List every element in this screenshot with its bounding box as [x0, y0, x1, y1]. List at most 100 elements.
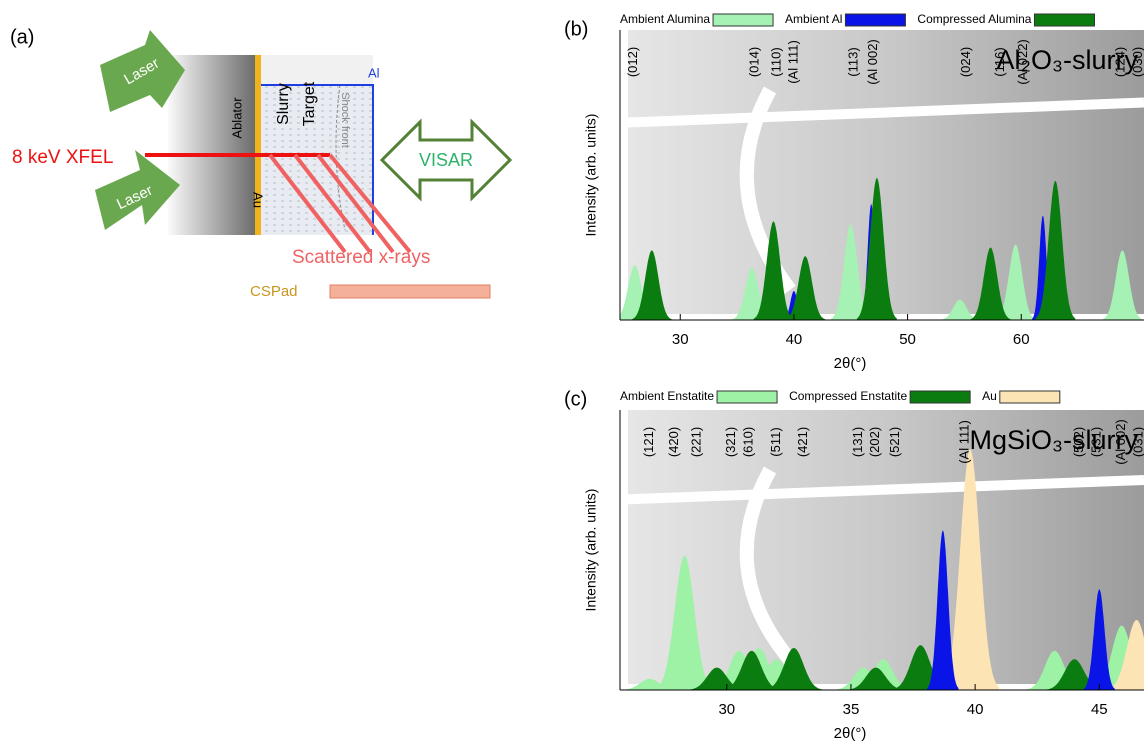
peak-label: (031): [1130, 427, 1144, 457]
peak-label: (014): [747, 47, 762, 77]
peak: [856, 177, 897, 320]
slurry-label: Slurry: [275, 83, 292, 125]
legend-label: Au: [982, 389, 997, 403]
legend-swatch: [1033, 13, 1095, 27]
legend-label: Ambient Al: [785, 12, 842, 26]
peak-label: (012): [625, 47, 640, 77]
image-gap: [620, 97, 1144, 128]
peak: [655, 555, 714, 690]
peak-label: (321): [723, 427, 738, 457]
x-tick-label: 40: [786, 331, 803, 348]
peak: [1035, 180, 1076, 320]
peak: [970, 247, 1011, 320]
peak: [1083, 589, 1115, 690]
image-gap: [620, 475, 1144, 505]
peak: [631, 250, 672, 320]
scattered-beams: [268, 153, 412, 254]
peak-label: (511): [768, 427, 783, 456]
panel-label: (a): [10, 26, 34, 48]
peak-label: (121): [641, 427, 656, 457]
visar-arrow: [379, 118, 513, 202]
peak: [927, 530, 959, 690]
peak: [1107, 620, 1144, 690]
peak-label: (202): [867, 427, 882, 457]
x-axis-label: 2θ(°): [834, 355, 867, 372]
cspad-detector: [329, 284, 491, 299]
legend-label: Ambient Alumina: [620, 12, 710, 26]
peak-label: (Al 002): [1113, 419, 1128, 465]
laser-arrow: [95, 150, 180, 230]
plot-area: [620, 410, 1144, 690]
peak: [620, 264, 655, 320]
peak-label: (521): [887, 427, 902, 457]
y-axis-label: Intensity (arb. units): [583, 114, 599, 237]
peak-label: (113): [846, 47, 861, 76]
x-tick-label: 45: [1091, 701, 1108, 718]
chart-title: Al₂O₃-slurry: [997, 45, 1139, 75]
plot-area: [620, 30, 1144, 320]
peak: [846, 667, 905, 690]
target-top: [261, 55, 373, 85]
peak: [830, 224, 871, 320]
ablator-block: [168, 55, 256, 235]
legend-swatch: [909, 390, 971, 404]
legend-swatch: [716, 390, 778, 404]
legend-swatch: [712, 13, 774, 27]
peak: [785, 256, 826, 320]
peak-label: (Al 111): [785, 40, 800, 84]
x-tick-label: 30: [718, 701, 735, 718]
peak-label: (124): [1113, 47, 1128, 77]
peak-label: (Al 111): [957, 420, 972, 464]
al-label: Al: [368, 65, 380, 80]
legend-swatch: [844, 13, 906, 27]
legend-label: Ambient Enstatite: [620, 389, 714, 403]
ablator-label: Ablator: [229, 97, 244, 139]
diffraction-image: [628, 410, 1144, 684]
peak-label: (Al 022): [1015, 39, 1030, 85]
peak: [687, 667, 746, 690]
shock-front-label: Shock front: [339, 92, 351, 148]
peak: [764, 648, 823, 690]
image-arc: [739, 466, 796, 665]
al-window: [261, 84, 374, 235]
peak-label: (131): [850, 427, 865, 457]
xfel-label: 8 keV XFEL: [12, 147, 113, 168]
x-tick-label: 60: [1013, 331, 1030, 348]
scattered-label: Scattered x-rays: [292, 247, 430, 268]
legend-label: Compressed Alumina: [917, 12, 1031, 26]
x-axis-label: 2θ(°): [834, 725, 867, 742]
peak: [722, 650, 781, 690]
schematic: Laser Laser 8 keV XFEL Ablator Au Slurry…: [12, 30, 513, 300]
peak-label: (531): [1088, 427, 1103, 457]
peak: [939, 299, 980, 320]
visar-label: VISAR: [419, 150, 473, 170]
peak-label: (110): [768, 47, 783, 76]
legend-label: Compressed Enstatite: [789, 389, 907, 403]
laser-arrow: [100, 30, 185, 112]
target-label: Target: [301, 81, 318, 126]
x-tick-label: 35: [843, 701, 860, 718]
peak-label: (024): [958, 47, 973, 77]
y-axis-label: Intensity (arb. units): [583, 489, 599, 612]
peak: [1102, 250, 1143, 320]
peak-label: (610): [741, 427, 756, 457]
x-tick-label: 50: [899, 331, 916, 348]
chart-title: MgSiO₃-slurry: [970, 425, 1139, 455]
legend-swatch: [999, 390, 1061, 404]
peak-label: (502): [1071, 427, 1086, 457]
peak: [753, 221, 794, 320]
peak: [941, 449, 1000, 690]
au-label: Au: [251, 192, 266, 208]
x-tick-label: 40: [967, 701, 984, 718]
au-layer: [255, 55, 261, 235]
peak-label: (030): [1130, 47, 1144, 77]
panel-label: (b): [564, 18, 588, 40]
x-tick-label: 30: [672, 331, 689, 348]
cspad-label: CSPad: [250, 283, 298, 300]
shock-front-line: [335, 84, 346, 231]
peak-label: (116): [992, 47, 1007, 76]
peak-label: (Al 002): [865, 39, 880, 85]
peak-label: (221): [688, 427, 703, 457]
peak-label: (421): [795, 427, 810, 457]
